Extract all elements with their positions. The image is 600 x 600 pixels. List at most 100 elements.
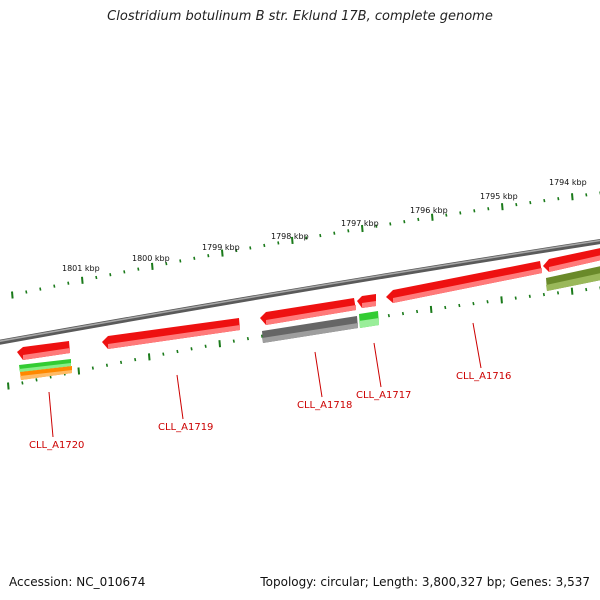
scale-minor-tick bbox=[109, 273, 112, 277]
scale-major-tick bbox=[500, 296, 503, 304]
scale-minor-tick bbox=[514, 296, 517, 300]
tick-label-1799: 1799 kbp bbox=[202, 243, 240, 252]
gene-leader-lines bbox=[48, 322, 482, 438]
gene-cll-a1720-orange bbox=[20, 366, 72, 380]
scale-minor-tick bbox=[246, 336, 250, 341]
scale-minor-tick bbox=[472, 301, 475, 306]
gene-label-cll-a1718: CLL_A1718 bbox=[297, 400, 352, 411]
scale-minor-tick bbox=[35, 378, 38, 382]
scale-minor-tick bbox=[67, 281, 70, 285]
tick-label-1797: 1797 kbp bbox=[341, 219, 379, 228]
gene-features bbox=[17, 248, 600, 380]
scale-minor-tick bbox=[263, 243, 266, 248]
scale-minor-tick bbox=[105, 363, 109, 367]
scale-major-tick bbox=[291, 236, 294, 245]
tick-labels: 1801 kbp 1800 kbp 1799 kbp 1798 kbp 1797… bbox=[62, 178, 587, 273]
scale-minor-tick bbox=[162, 352, 165, 356]
scale-major-tick bbox=[81, 276, 84, 284]
scale-minor-tick bbox=[176, 349, 179, 354]
scale-minor-tick bbox=[207, 254, 210, 258]
gene-label-cll-a1720: CLL_A1720 bbox=[29, 440, 84, 451]
scale-major-tick bbox=[501, 203, 504, 211]
accession-text: Accession: NC_010674 bbox=[9, 575, 146, 589]
scale-minor-tick bbox=[25, 290, 28, 294]
scale-minor-tick bbox=[193, 256, 196, 260]
scale-minor-tick bbox=[260, 334, 264, 338]
scale-minor-tick bbox=[585, 193, 588, 197]
scale-minor-tick bbox=[417, 217, 420, 222]
scale-minor-tick bbox=[585, 287, 588, 292]
scale-major-tick bbox=[361, 224, 364, 233]
gene-red-upper bbox=[260, 298, 356, 325]
scale-minor-tick bbox=[529, 200, 532, 205]
scale-major-tick bbox=[218, 340, 222, 348]
scale-major-tick bbox=[11, 291, 14, 299]
scale-minor-tick bbox=[235, 248, 238, 253]
gene-cll-a1719[interactable] bbox=[102, 318, 240, 349]
scale-minor-tick bbox=[444, 305, 447, 310]
scale-minor-tick bbox=[458, 303, 461, 308]
gene-cll-a1717[interactable] bbox=[357, 294, 376, 308]
scale-minor-tick bbox=[557, 197, 560, 201]
scale-minor-tick bbox=[319, 233, 322, 238]
scale-minor-tick bbox=[415, 309, 419, 314]
scale-minor-tick bbox=[204, 344, 207, 348]
tick-label-1800: 1800 kbp bbox=[132, 254, 170, 263]
scale-minor-tick bbox=[123, 270, 126, 274]
scale-minor-tick bbox=[542, 292, 546, 297]
scale-minor-tick bbox=[39, 287, 42, 291]
scale-minor-tick bbox=[486, 300, 489, 304]
scale-minor-tick bbox=[137, 267, 140, 271]
gene-label-cll-a1719: CLL_A1719 bbox=[158, 422, 213, 433]
scale-major-tick bbox=[147, 353, 151, 361]
scale-major-tick bbox=[151, 262, 154, 270]
scale-minor-tick bbox=[277, 241, 280, 245]
scale-minor-tick bbox=[487, 207, 490, 211]
outer-scale bbox=[11, 191, 600, 299]
scale-minor-tick bbox=[21, 381, 24, 385]
scale-minor-tick bbox=[232, 339, 235, 343]
scale-minor-tick bbox=[53, 284, 56, 288]
scale-major-tick bbox=[429, 305, 433, 314]
gene-label-cll-a1717: CLL_A1717 bbox=[356, 390, 411, 401]
gene-red-right bbox=[543, 248, 600, 272]
scale-minor-tick bbox=[95, 275, 98, 280]
scale-major-tick bbox=[221, 249, 224, 257]
scale-minor-tick bbox=[556, 291, 560, 295]
scale-minor-tick bbox=[190, 347, 193, 351]
scale-minor-tick bbox=[305, 236, 308, 240]
scale-minor-tick bbox=[528, 294, 531, 298]
scale-major-tick bbox=[7, 382, 10, 390]
scale-minor-tick bbox=[375, 224, 378, 228]
scale-major-tick bbox=[571, 193, 574, 201]
gene-olive-right bbox=[546, 266, 600, 291]
scale-minor-tick bbox=[403, 220, 406, 224]
scale-minor-tick bbox=[179, 259, 182, 263]
scale-major-tick bbox=[431, 213, 434, 221]
scale-minor-tick bbox=[119, 360, 123, 365]
scale-minor-tick bbox=[347, 229, 350, 233]
scale-minor-tick bbox=[543, 198, 546, 203]
tick-label-1801: 1801 kbp bbox=[62, 264, 100, 273]
tick-label-1798: 1798 kbp bbox=[271, 232, 309, 241]
scale-major-tick bbox=[77, 367, 81, 375]
scale-minor-tick bbox=[445, 213, 448, 217]
scale-minor-tick bbox=[401, 311, 405, 316]
scale-minor-tick bbox=[459, 211, 462, 215]
scale-minor-tick bbox=[387, 313, 390, 318]
genome-backbone bbox=[0, 239, 600, 345]
gene-cll-a1716[interactable] bbox=[386, 261, 542, 303]
scale-major-tick bbox=[570, 287, 574, 295]
scale-minor-tick bbox=[515, 202, 518, 207]
scale-minor-tick bbox=[473, 209, 476, 213]
tick-label-1794: 1794 kbp bbox=[549, 178, 587, 187]
scale-minor-tick bbox=[333, 231, 336, 235]
gene-labels: CLL_A1720 CLL_A1719 CLL_A1718 CLL_A1717 … bbox=[29, 371, 511, 451]
scale-minor-tick bbox=[91, 366, 94, 370]
scale-minor-tick bbox=[134, 357, 137, 362]
scale-minor-tick bbox=[389, 222, 392, 226]
gene-cll-a1718[interactable] bbox=[262, 316, 358, 343]
gene-cll-a1720[interactable] bbox=[17, 341, 70, 360]
genome-summary-text: Topology: circular; Length: 3,800,327 bp… bbox=[260, 575, 590, 589]
genome-title: Clostridium botulinum B str. Eklund 17B,… bbox=[107, 9, 493, 24]
